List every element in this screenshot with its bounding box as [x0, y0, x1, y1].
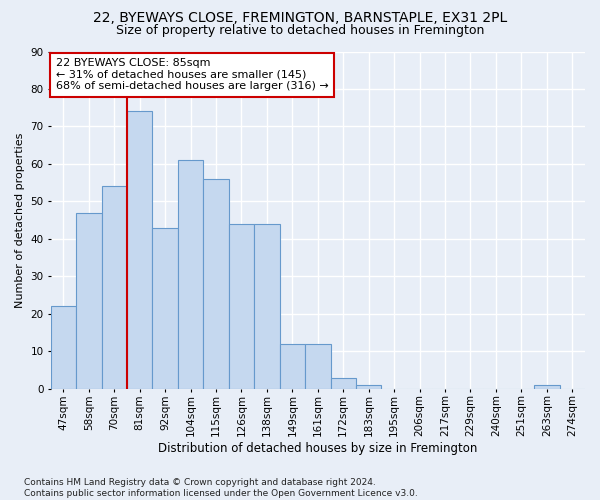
Text: Size of property relative to detached houses in Fremington: Size of property relative to detached ho…	[116, 24, 484, 37]
X-axis label: Distribution of detached houses by size in Fremington: Distribution of detached houses by size …	[158, 442, 478, 455]
Text: Contains HM Land Registry data © Crown copyright and database right 2024.
Contai: Contains HM Land Registry data © Crown c…	[24, 478, 418, 498]
Text: 22 BYEWAYS CLOSE: 85sqm
← 31% of detached houses are smaller (145)
68% of semi-d: 22 BYEWAYS CLOSE: 85sqm ← 31% of detache…	[56, 58, 329, 92]
Bar	[534, 385, 560, 389]
Y-axis label: Number of detached properties: Number of detached properties	[15, 132, 25, 308]
Bar	[305, 344, 331, 389]
Bar	[50, 306, 76, 389]
Bar	[229, 224, 254, 389]
Text: 22, BYEWAYS CLOSE, FREMINGTON, BARNSTAPLE, EX31 2PL: 22, BYEWAYS CLOSE, FREMINGTON, BARNSTAPL…	[93, 11, 507, 25]
Bar	[76, 212, 101, 389]
Bar	[254, 224, 280, 389]
Bar	[203, 179, 229, 389]
Bar	[152, 228, 178, 389]
Bar	[331, 378, 356, 389]
Bar	[356, 385, 382, 389]
Bar	[280, 344, 305, 389]
Bar	[101, 186, 127, 389]
Bar	[127, 112, 152, 389]
Bar	[178, 160, 203, 389]
